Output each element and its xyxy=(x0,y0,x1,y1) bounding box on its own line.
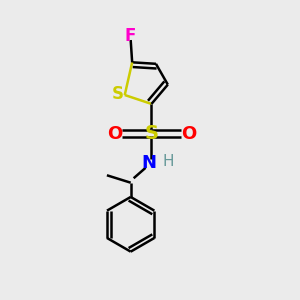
Text: N: N xyxy=(141,154,156,172)
Text: F: F xyxy=(125,27,136,45)
Text: S: S xyxy=(145,124,158,143)
Text: S: S xyxy=(111,85,123,103)
Text: O: O xyxy=(107,125,122,143)
Text: O: O xyxy=(181,125,196,143)
Text: H: H xyxy=(162,154,174,169)
